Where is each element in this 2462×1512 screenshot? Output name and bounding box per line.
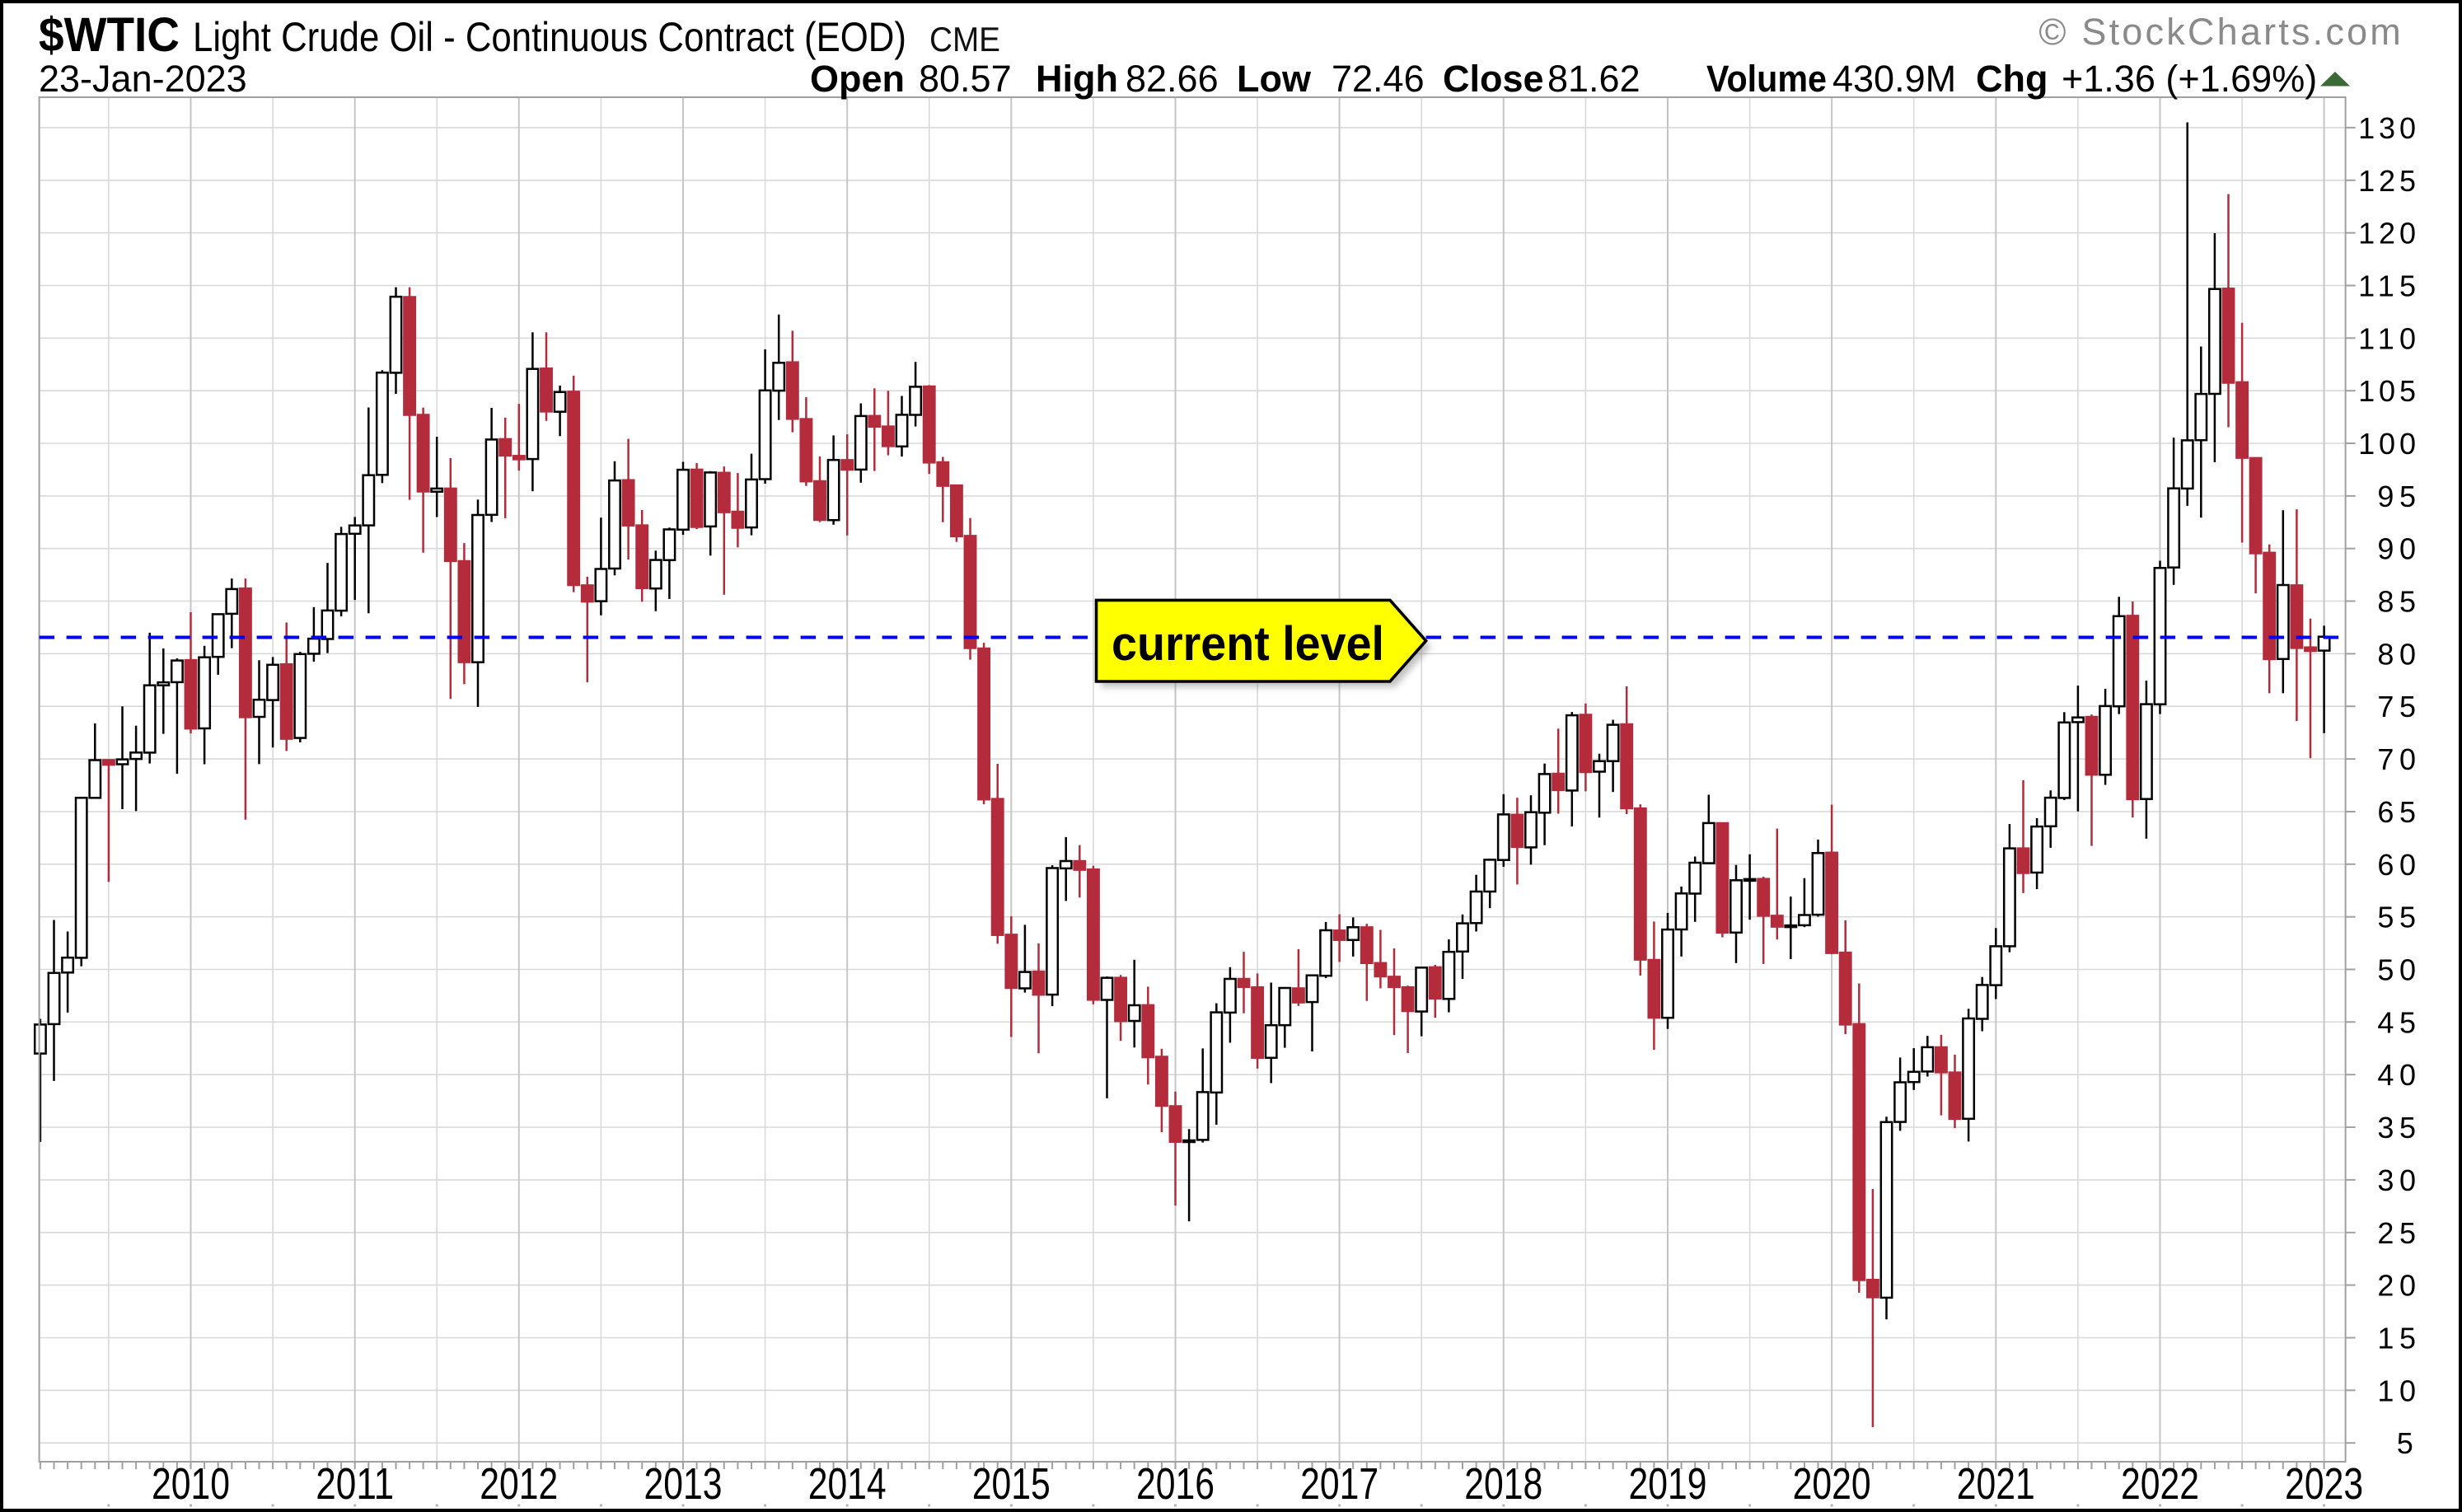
svg-text:Open: Open <box>810 58 905 100</box>
svg-text:2017: 2017 <box>1300 1459 1378 1509</box>
svg-text:105: 105 <box>2358 374 2416 408</box>
svg-text:Volume: Volume <box>1706 58 1827 100</box>
svg-text:82.66: 82.66 <box>1126 58 1219 100</box>
svg-text:current level: current level <box>1112 617 1384 671</box>
svg-text:2013: 2013 <box>644 1459 723 1509</box>
svg-text:2019: 2019 <box>1629 1459 1707 1509</box>
svg-text:5: 5 <box>2397 1426 2413 1460</box>
svg-text:Close: Close <box>1443 58 1544 100</box>
svg-text:80.57: 80.57 <box>919 58 1012 100</box>
svg-text:2021: 2021 <box>1957 1459 2035 1509</box>
svg-text:CME: CME <box>929 20 1000 59</box>
svg-text:2012: 2012 <box>480 1459 558 1509</box>
svg-text:+1.36 (+1.69%): +1.36 (+1.69%) <box>2062 58 2317 100</box>
svg-text:430.9M: 430.9M <box>1832 58 1956 100</box>
svg-text:2016: 2016 <box>1136 1459 1215 1509</box>
svg-text:115: 115 <box>2358 269 2416 303</box>
svg-text:120: 120 <box>2358 217 2416 250</box>
svg-text:100: 100 <box>2358 427 2416 461</box>
svg-text:© StockCharts.com: © StockCharts.com <box>2038 11 2403 53</box>
svg-text:2018: 2018 <box>1464 1459 1542 1509</box>
svg-text:2014: 2014 <box>808 1459 887 1509</box>
svg-text:Light Crude Oil - Continuous C: Light Crude Oil - Continuous Contract (E… <box>193 14 906 60</box>
svg-text:2015: 2015 <box>972 1459 1051 1509</box>
svg-text:2020: 2020 <box>1793 1459 1871 1509</box>
svg-text:81.62: 81.62 <box>1547 58 1641 100</box>
svg-text:2011: 2011 <box>316 1459 394 1509</box>
svg-text:2022: 2022 <box>2121 1459 2199 1509</box>
svg-text:110: 110 <box>2358 321 2416 355</box>
svg-text:Chg: Chg <box>1976 58 2048 100</box>
svg-text:2023: 2023 <box>2285 1459 2363 1509</box>
svg-text:$WTIC: $WTIC <box>39 8 180 62</box>
svg-text:Low: Low <box>1237 58 1312 100</box>
svg-text:130: 130 <box>2358 111 2416 145</box>
svg-text:2010: 2010 <box>152 1459 230 1509</box>
svg-text:High: High <box>1036 58 1118 100</box>
svg-text:72.46: 72.46 <box>1332 58 1425 100</box>
svg-text:125: 125 <box>2358 164 2416 198</box>
svg-text:23-Jan-2023: 23-Jan-2023 <box>39 58 247 100</box>
